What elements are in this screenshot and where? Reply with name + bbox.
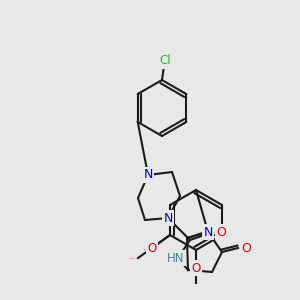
Text: N: N (203, 226, 213, 238)
Text: HN: HN (167, 251, 185, 265)
Text: N: N (143, 169, 153, 182)
Text: N: N (163, 212, 173, 224)
Text: O: O (216, 226, 226, 238)
Text: Cl: Cl (159, 55, 171, 68)
Text: methoxy: methoxy (144, 248, 150, 250)
Text: O: O (147, 242, 157, 254)
Text: O: O (241, 242, 251, 254)
Text: methoxy: methoxy (130, 257, 136, 259)
Text: O: O (191, 262, 201, 275)
